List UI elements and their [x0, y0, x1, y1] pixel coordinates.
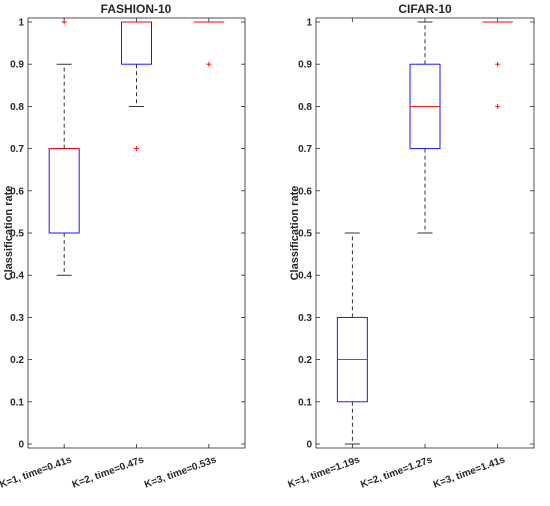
- x-tick-label: K=3, time=0.53s: [143, 454, 218, 490]
- y-tick-label: 0.5: [298, 229, 312, 240]
- outlier-marker: [134, 146, 139, 152]
- outlier-marker: [206, 61, 212, 67]
- y-tick-label: 0.8: [10, 102, 24, 113]
- x-tick-label: K=1, time=1.19s: [287, 454, 362, 490]
- y-tick-label: 1: [18, 18, 24, 29]
- y-tick-label: 0.2: [10, 355, 24, 366]
- y-tick-label: 0.9: [298, 60, 312, 71]
- y-tick-label: 0.5: [10, 229, 24, 240]
- y-tick-label: 0.3: [298, 313, 312, 324]
- y-tick-label: 0.2: [298, 355, 312, 366]
- chart-cifar-10: CIFAR-10 Classification rate 0 0.1 0.2 0.3 0…: [287, 2, 535, 491]
- outlier-marker: [495, 103, 501, 109]
- y-tick-label: 0.6: [10, 186, 24, 197]
- y-tick-label: 0: [18, 440, 24, 451]
- y-tick-label: 0.6: [298, 186, 312, 197]
- y-axis-label: Classification rate: [289, 186, 301, 281]
- x-tick-label: K=3, time=1.41s: [432, 454, 507, 490]
- x-tick-label: K=2, time=0.47s: [71, 454, 146, 490]
- y-tick-label: 0.7: [298, 144, 312, 155]
- outlier-marker: [495, 61, 501, 67]
- chart-title: CIFAR-10: [398, 2, 452, 16]
- y-tick-label: 0.1: [10, 397, 24, 408]
- box: [121, 21, 152, 65]
- y-tick-label: 1: [306, 18, 312, 29]
- chart-fashion-10: FASHION-10 Classification rate 0 0.1 0.2 0.…: [0, 2, 246, 491]
- y-tick-label: 0.9: [10, 60, 24, 71]
- outlier-marker: [61, 19, 67, 25]
- y-tick-label: 0.7: [10, 144, 24, 155]
- y-tick-label: 0.3: [10, 313, 24, 324]
- y-tick-label: 0: [306, 440, 312, 451]
- y-tick-label: 0.8: [298, 102, 312, 113]
- box: [48, 148, 80, 234]
- y-axis-label: Classification rate: [3, 186, 15, 281]
- y-tick-label: 0.1: [298, 397, 312, 408]
- y-tick-label: 0.4: [298, 271, 312, 282]
- x-tick-label: K=2, time=1.27s: [359, 454, 434, 490]
- x-tick-label: K=1, time=0.41s: [0, 454, 74, 490]
- chart-title: FASHION-10: [101, 2, 172, 16]
- y-tick-label: 0.4: [10, 271, 24, 282]
